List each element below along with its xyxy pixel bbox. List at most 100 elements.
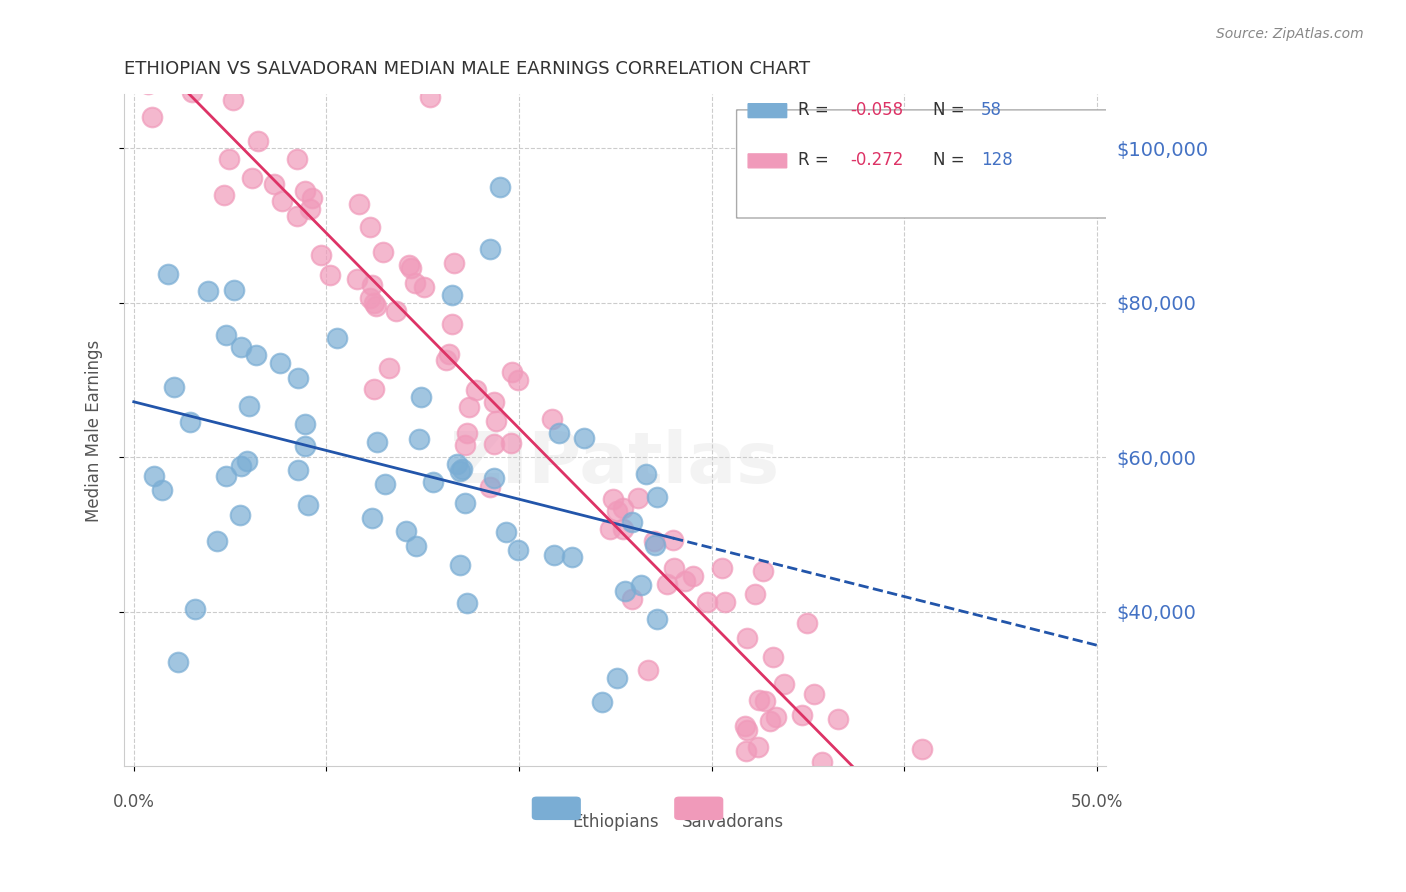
Point [359,291,381,305]
Point [238,399,260,413]
Point [751,564,773,578]
Point [747,740,769,755]
Point [215,328,238,343]
Point [419,90,441,104]
Point [890,793,912,807]
Point [360,278,382,293]
Point [221,31,243,45]
Point [374,477,396,491]
Point [422,475,444,489]
Point [143,468,166,483]
Point [222,93,245,107]
Point [643,534,665,549]
Point [346,271,368,285]
Point [499,436,522,450]
Point [297,498,319,512]
Point [231,341,253,355]
Point [270,194,292,208]
Point [294,184,316,198]
Point [179,416,201,430]
Point [488,180,510,194]
Point [443,256,465,270]
Point [1336,682,1358,697]
Point [734,719,756,733]
Text: Source: ZipAtlas.com: Source: ZipAtlas.com [1216,27,1364,41]
Point [363,296,385,310]
Point [404,277,426,291]
Point [696,595,718,609]
Point [395,524,418,539]
Point [318,268,340,283]
Point [644,538,666,552]
Point [792,778,814,792]
Point [761,650,783,665]
Point [450,462,472,476]
Point [484,470,506,484]
Point [811,755,834,769]
Text: 58: 58 [981,101,1002,119]
Point [285,153,308,167]
Point [664,561,686,575]
Point [349,197,371,211]
Point [548,426,571,441]
Point [456,596,478,610]
FancyBboxPatch shape [748,154,787,168]
Text: ZIPatlas: ZIPatlas [450,429,780,499]
Point [630,578,652,592]
Point [591,695,613,709]
Point [928,879,950,892]
Point [437,346,460,360]
Point [479,242,502,256]
Point [540,411,562,425]
Point [844,874,866,888]
Point [773,677,796,691]
Point [166,655,188,669]
Text: 50.0%: 50.0% [1070,793,1123,812]
Point [155,0,177,13]
Point [637,664,659,678]
Point [790,708,813,723]
Point [561,550,583,565]
Text: ETHIOPIAN VS SALVADORAN MEDIAN MALE EARNINGS CORRELATION CHART: ETHIOPIAN VS SALVADORAN MEDIAN MALE EARN… [124,60,810,78]
Point [803,687,825,701]
Point [713,595,735,609]
Point [457,400,479,414]
Point [229,458,252,473]
Point [827,712,849,726]
Point [405,539,427,553]
Point [236,453,259,467]
Point [245,348,267,362]
Point [454,438,477,452]
Point [434,353,457,368]
Point [485,414,508,428]
Point [269,356,291,370]
Point [1316,690,1339,704]
Point [141,110,163,124]
Point [655,577,678,591]
Point [661,533,683,547]
Point [450,558,472,573]
Point [634,467,657,482]
Point [754,694,776,708]
FancyBboxPatch shape [748,103,787,118]
Point [482,395,505,409]
Point [218,152,240,166]
Point [163,379,186,393]
Point [645,611,668,625]
Point [240,171,263,186]
Point [682,569,704,583]
Point [294,440,316,454]
Point [602,491,624,506]
Point [606,671,628,685]
Point [440,288,463,302]
Point [207,534,229,549]
Point [363,382,385,396]
Point [309,248,332,262]
Point [212,188,235,202]
Point [612,522,634,536]
Text: R =: R = [799,151,834,169]
Point [446,457,468,471]
Point [735,631,758,645]
Point [482,437,505,451]
Point [136,78,159,92]
